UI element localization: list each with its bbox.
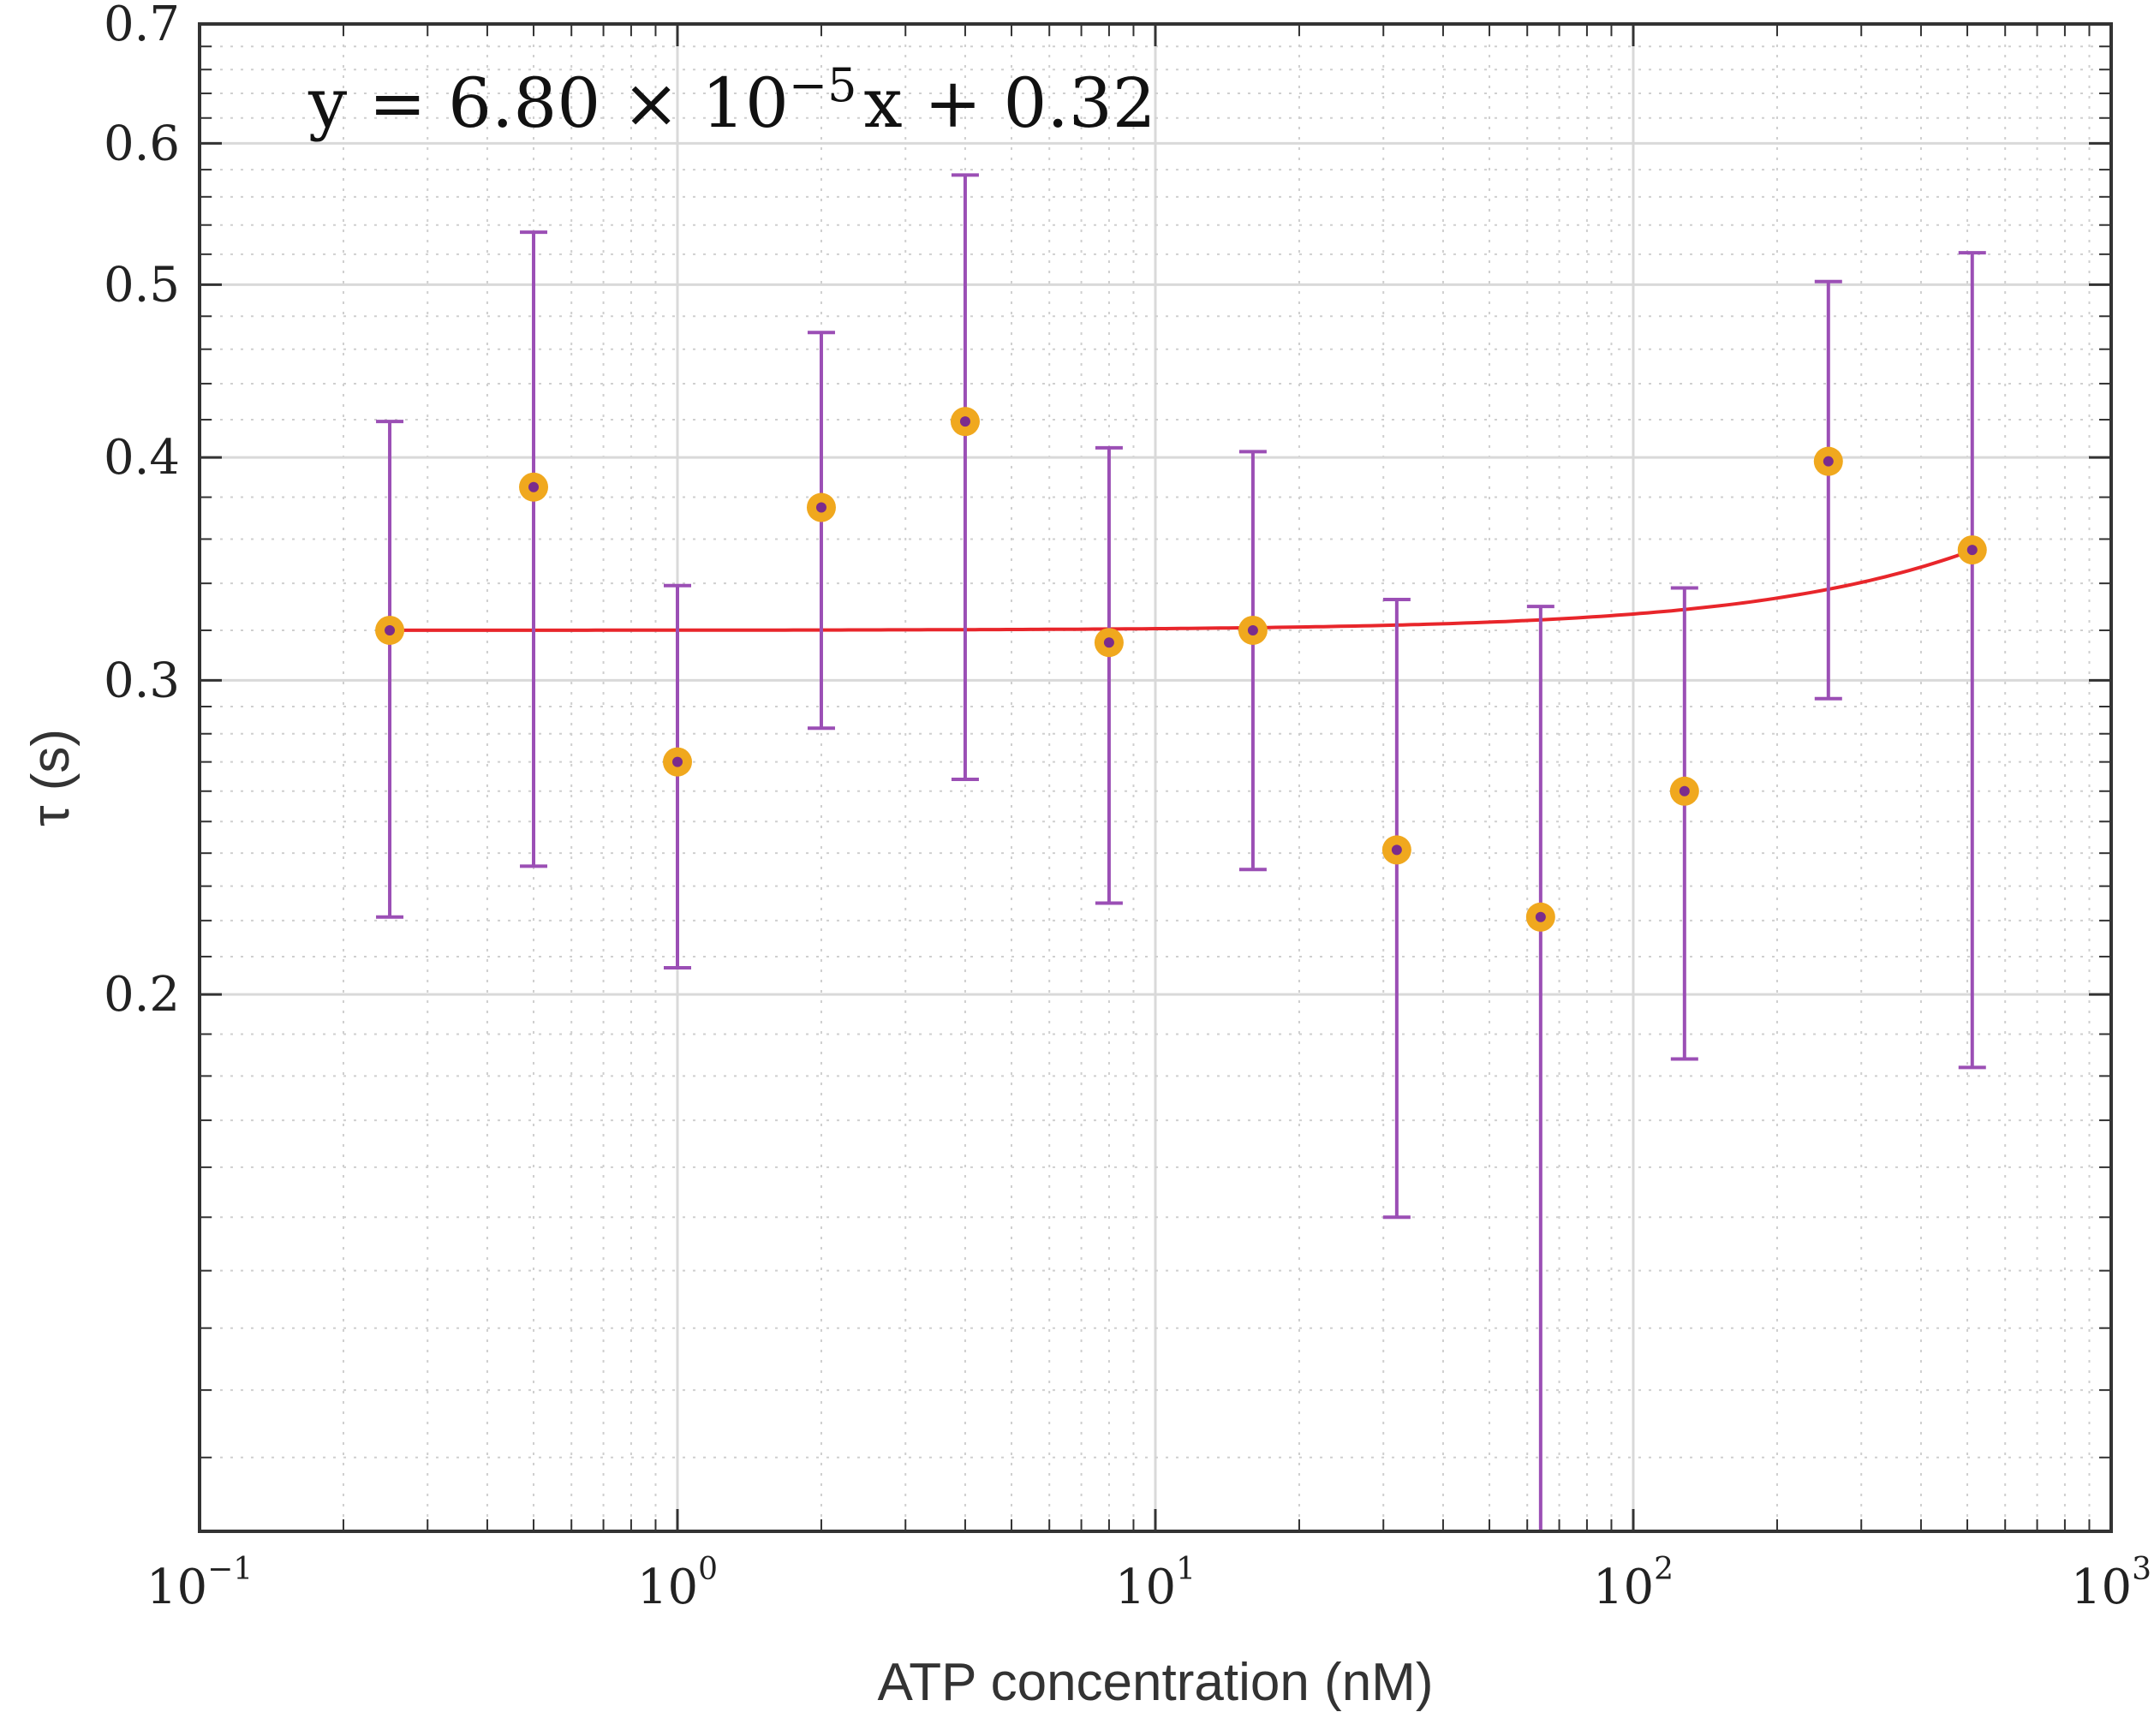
fit-equation-exponent: −5	[789, 58, 857, 112]
y-tick-label: 0.7	[104, 0, 180, 52]
x-tick-label: 102	[1593, 1552, 1674, 1615]
point-center	[385, 624, 396, 635]
grid	[200, 22, 2111, 1531]
data-point	[1957, 251, 1987, 1070]
point-center	[1247, 624, 1258, 635]
fit-equation: y = 6.80 × 10−5 x + 0.32	[307, 58, 1156, 143]
point-center	[1103, 637, 1114, 648]
y-tick-label: 0.3	[104, 653, 180, 708]
point-center	[1966, 545, 1978, 556]
data-point	[950, 173, 980, 781]
point-center	[1679, 785, 1690, 796]
fit-line-group	[390, 548, 1973, 632]
data-point	[1669, 586, 1699, 1061]
data-point	[519, 230, 549, 868]
fit-equation-prefix: y = 6.80 × 10	[307, 63, 789, 143]
ticks: 10−1 100 101 102 103 0.2 0.3 0.4 0.5 0.6 0.7	[104, 0, 2151, 1615]
point-center	[1535, 911, 1546, 922]
x-tick-label: 10−1	[146, 1552, 253, 1615]
point-center	[528, 481, 540, 492]
fit-line	[390, 548, 1973, 632]
x-tick-label: 100	[637, 1552, 718, 1615]
point-center	[959, 416, 970, 427]
data-point	[806, 331, 836, 731]
data-point	[1813, 279, 1843, 701]
y-tick-label: 0.4	[104, 430, 180, 486]
data-point	[1094, 445, 1124, 905]
x-tick-label: 101	[1115, 1552, 1196, 1615]
y-tick-label: 0.6	[104, 116, 180, 171]
y-tick-label: 0.5	[104, 257, 180, 313]
data-point	[1525, 605, 1555, 1531]
data-point	[1381, 597, 1411, 1220]
point-center	[815, 502, 826, 513]
data-point	[375, 420, 405, 919]
data-point	[1238, 450, 1268, 872]
y-tick-label: 0.2	[104, 967, 180, 1023]
x-tick-label: 103	[2071, 1552, 2151, 1615]
fit-equation-suffix: x + 0.32	[864, 63, 1156, 143]
point-center	[1823, 456, 1834, 467]
x-axis-label: ATP concentration (nM)	[878, 1653, 1434, 1712]
data-point	[663, 583, 692, 969]
point-center	[1391, 844, 1402, 856]
point-center	[672, 756, 683, 767]
data-points	[375, 173, 1987, 1531]
y-axis-label: τ (s)	[21, 729, 81, 826]
